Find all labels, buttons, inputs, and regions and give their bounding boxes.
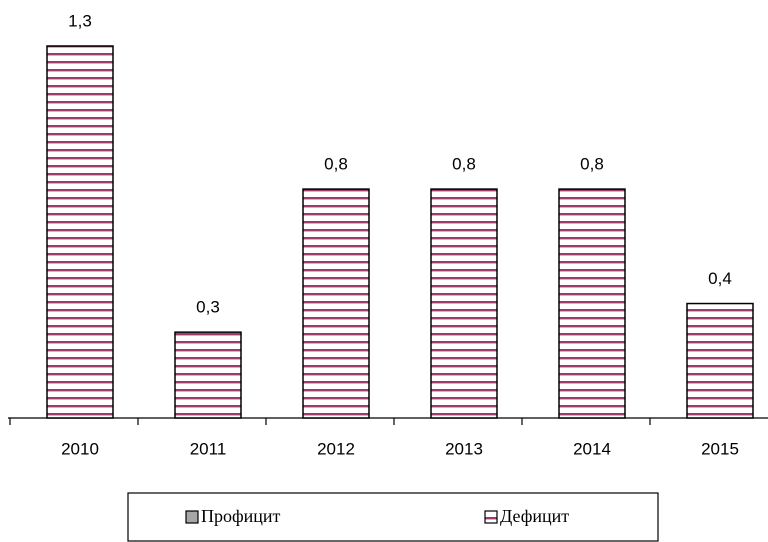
data-label: 0,8 bbox=[580, 155, 604, 174]
bar bbox=[686, 302, 754, 419]
legend-swatch bbox=[484, 510, 498, 524]
legend-swatch bbox=[185, 510, 199, 524]
bar bbox=[558, 188, 626, 419]
data-label: 0,8 bbox=[452, 155, 476, 174]
legend-text: Дефицит bbox=[500, 506, 569, 526]
x-tick-label: 2012 bbox=[317, 439, 355, 458]
data-label: 0,4 bbox=[708, 269, 732, 288]
legend-box bbox=[127, 492, 659, 542]
x-tick-label: 2014 bbox=[573, 439, 611, 458]
data-label: 0,3 bbox=[196, 298, 220, 317]
x-tick-label: 2015 bbox=[701, 439, 739, 458]
x-tick-label: 2013 bbox=[445, 439, 483, 458]
bar bbox=[174, 331, 242, 419]
bar bbox=[302, 188, 370, 419]
legend-text: Профицит bbox=[201, 506, 281, 526]
bar bbox=[430, 188, 498, 419]
data-label: 0,8 bbox=[324, 155, 348, 174]
data-label: 1,3 bbox=[68, 11, 92, 30]
x-tick-label: 2011 bbox=[190, 439, 227, 458]
bar bbox=[46, 45, 114, 419]
x-tick-label: 2010 bbox=[61, 439, 99, 458]
